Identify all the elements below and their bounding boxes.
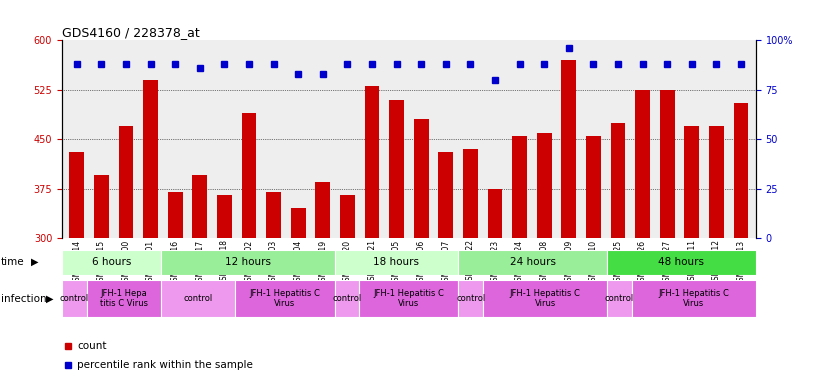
Text: JFH-1 Hepatitis C
Virus: JFH-1 Hepatitis C Virus (510, 289, 581, 308)
Text: ▶: ▶ (46, 293, 54, 304)
Bar (607, 280, 632, 317)
Text: GDS4160 / 228378_at: GDS4160 / 228378_at (62, 26, 200, 39)
Text: JFH-1 Hepatitis C
Virus: JFH-1 Hepatitis C Virus (373, 289, 444, 308)
Bar (660, 90, 675, 384)
Text: count: count (77, 341, 107, 351)
Bar (537, 132, 552, 384)
Bar (161, 280, 235, 317)
Bar (610, 123, 625, 384)
Text: control: control (456, 294, 486, 303)
Bar (335, 280, 359, 317)
Text: time: time (1, 257, 25, 267)
Bar (119, 126, 133, 384)
Bar (62, 250, 161, 275)
Bar (483, 280, 607, 317)
Bar (607, 250, 756, 275)
Bar (586, 136, 601, 384)
Bar (235, 280, 335, 317)
Bar (709, 126, 724, 384)
Text: JFH-1 Hepatitis C
Virus: JFH-1 Hepatitis C Virus (658, 289, 729, 308)
Bar (562, 60, 577, 384)
Bar (87, 280, 161, 317)
Bar (143, 80, 158, 384)
Text: ▶: ▶ (31, 257, 39, 267)
Text: control: control (183, 294, 213, 303)
Bar (266, 192, 281, 384)
Bar (512, 136, 527, 384)
Text: control: control (59, 294, 89, 303)
Bar (168, 192, 183, 384)
Bar (217, 195, 232, 384)
Bar (335, 250, 458, 275)
Bar (439, 152, 453, 384)
Text: percentile rank within the sample: percentile rank within the sample (77, 360, 253, 370)
Bar (364, 86, 379, 384)
Text: control: control (332, 294, 362, 303)
Text: 6 hours: 6 hours (92, 257, 131, 267)
Bar (161, 250, 335, 275)
Bar (632, 280, 756, 317)
Text: JFH-1 Hepatitis C
Virus: JFH-1 Hepatitis C Virus (249, 289, 320, 308)
Text: JFH-1 Hepa
titis C Virus: JFH-1 Hepa titis C Virus (100, 289, 148, 308)
Text: 12 hours: 12 hours (225, 257, 271, 267)
Bar (291, 209, 306, 384)
Bar (359, 280, 458, 317)
Bar (316, 182, 330, 384)
Bar (733, 103, 748, 384)
Bar (62, 280, 87, 317)
Bar (389, 100, 404, 384)
Bar (487, 189, 502, 384)
Text: 18 hours: 18 hours (373, 257, 420, 267)
Text: infection: infection (1, 293, 46, 304)
Bar (458, 280, 483, 317)
Bar (94, 175, 109, 384)
Bar (463, 149, 477, 384)
Bar (685, 126, 699, 384)
Text: 24 hours: 24 hours (510, 257, 556, 267)
Text: control: control (605, 294, 634, 303)
Bar (414, 119, 429, 384)
Bar (340, 195, 354, 384)
Bar (192, 175, 207, 384)
Bar (458, 250, 607, 275)
Bar (635, 90, 650, 384)
Bar (241, 113, 256, 384)
Bar (69, 152, 84, 384)
Text: 48 hours: 48 hours (658, 257, 705, 267)
